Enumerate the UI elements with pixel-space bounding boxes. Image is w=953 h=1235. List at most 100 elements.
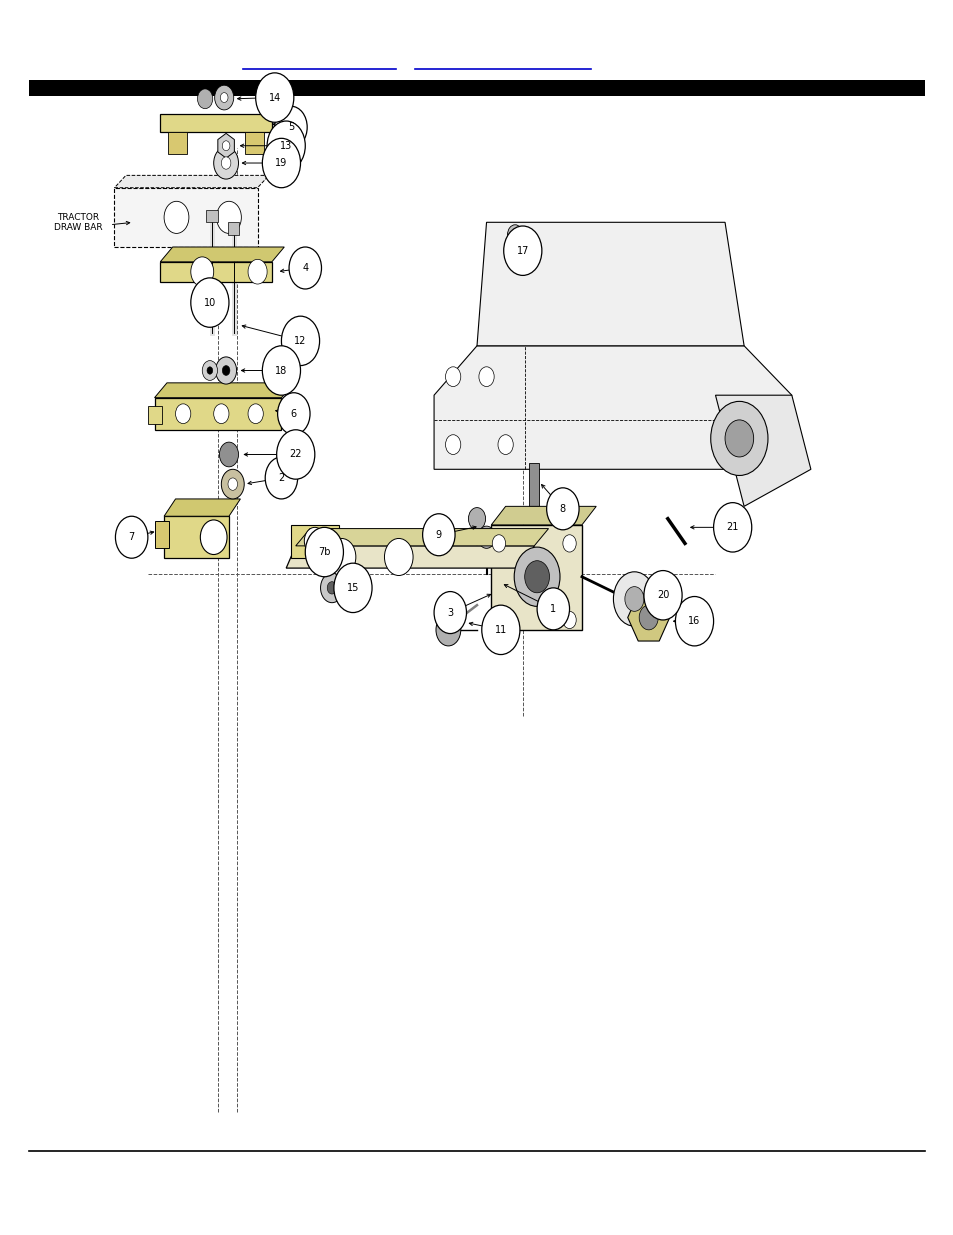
- Circle shape: [492, 535, 505, 552]
- Circle shape: [624, 587, 643, 611]
- Circle shape: [503, 226, 541, 275]
- Polygon shape: [217, 133, 234, 158]
- Text: 19: 19: [275, 158, 287, 168]
- Circle shape: [164, 201, 189, 233]
- Circle shape: [546, 488, 578, 530]
- Circle shape: [115, 516, 148, 558]
- Circle shape: [202, 361, 217, 380]
- Text: 5: 5: [288, 122, 294, 132]
- Circle shape: [436, 614, 460, 646]
- Text: 8: 8: [559, 504, 565, 514]
- Circle shape: [248, 404, 263, 424]
- Text: 4: 4: [302, 263, 308, 273]
- Circle shape: [445, 367, 460, 387]
- Circle shape: [507, 225, 522, 245]
- Polygon shape: [295, 529, 548, 546]
- Circle shape: [197, 89, 213, 109]
- Circle shape: [248, 259, 267, 284]
- Polygon shape: [154, 383, 294, 398]
- Circle shape: [562, 611, 576, 629]
- Circle shape: [613, 572, 655, 626]
- Circle shape: [445, 435, 460, 454]
- Polygon shape: [715, 395, 810, 506]
- Bar: [206, 210, 217, 222]
- Circle shape: [521, 237, 537, 257]
- Polygon shape: [476, 222, 743, 346]
- Circle shape: [468, 508, 485, 530]
- Circle shape: [281, 316, 319, 366]
- Circle shape: [262, 346, 300, 395]
- Circle shape: [477, 526, 495, 548]
- Circle shape: [713, 503, 751, 552]
- Circle shape: [524, 561, 549, 593]
- Circle shape: [327, 582, 336, 594]
- Text: 21: 21: [726, 522, 738, 532]
- Circle shape: [639, 605, 658, 630]
- Bar: [529, 463, 538, 506]
- Circle shape: [220, 93, 228, 103]
- Circle shape: [219, 442, 238, 467]
- Polygon shape: [168, 132, 187, 154]
- Circle shape: [200, 520, 227, 555]
- Circle shape: [481, 605, 519, 655]
- Circle shape: [334, 563, 372, 613]
- Circle shape: [213, 404, 229, 424]
- Text: 9: 9: [436, 530, 441, 540]
- Text: 16: 16: [688, 616, 700, 626]
- Polygon shape: [160, 114, 272, 132]
- Circle shape: [191, 257, 213, 287]
- Polygon shape: [160, 262, 272, 282]
- Circle shape: [675, 597, 713, 646]
- Text: 18: 18: [275, 366, 287, 375]
- Circle shape: [255, 73, 294, 122]
- Circle shape: [277, 393, 310, 435]
- Text: 12: 12: [294, 336, 306, 346]
- Circle shape: [384, 538, 413, 576]
- Text: TRACTOR
DRAW BAR: TRACTOR DRAW BAR: [54, 212, 102, 232]
- Polygon shape: [164, 499, 240, 516]
- Circle shape: [276, 430, 314, 479]
- Text: 14: 14: [269, 93, 280, 103]
- Circle shape: [320, 573, 343, 603]
- Circle shape: [213, 147, 238, 179]
- Polygon shape: [491, 506, 596, 525]
- Circle shape: [643, 571, 681, 620]
- Circle shape: [222, 366, 230, 375]
- Circle shape: [221, 469, 244, 499]
- Circle shape: [434, 592, 466, 634]
- Circle shape: [514, 547, 559, 606]
- Circle shape: [175, 404, 191, 424]
- Circle shape: [289, 247, 321, 289]
- Polygon shape: [291, 525, 338, 558]
- Circle shape: [492, 611, 505, 629]
- Text: 22: 22: [289, 450, 302, 459]
- Text: 10: 10: [204, 298, 215, 308]
- Text: 1: 1: [550, 604, 556, 614]
- Text: 15: 15: [347, 583, 358, 593]
- Circle shape: [305, 527, 343, 577]
- Text: 7b: 7b: [317, 547, 331, 557]
- Circle shape: [304, 527, 325, 555]
- Circle shape: [478, 367, 494, 387]
- Text: 13: 13: [280, 141, 292, 151]
- Circle shape: [724, 420, 753, 457]
- Text: 3: 3: [447, 608, 453, 618]
- Bar: [228, 222, 239, 235]
- Circle shape: [221, 157, 231, 169]
- Circle shape: [265, 457, 297, 499]
- Circle shape: [327, 538, 355, 576]
- Text: 6: 6: [291, 409, 296, 419]
- Circle shape: [228, 478, 237, 490]
- Circle shape: [710, 401, 767, 475]
- Text: 7: 7: [129, 532, 134, 542]
- Bar: [491, 525, 581, 630]
- Polygon shape: [286, 546, 534, 568]
- Polygon shape: [627, 594, 669, 641]
- Polygon shape: [434, 346, 791, 469]
- Circle shape: [274, 106, 307, 148]
- Circle shape: [216, 201, 241, 233]
- Circle shape: [222, 141, 230, 151]
- Polygon shape: [114, 175, 269, 188]
- Text: 17: 17: [517, 246, 528, 256]
- Circle shape: [215, 357, 236, 384]
